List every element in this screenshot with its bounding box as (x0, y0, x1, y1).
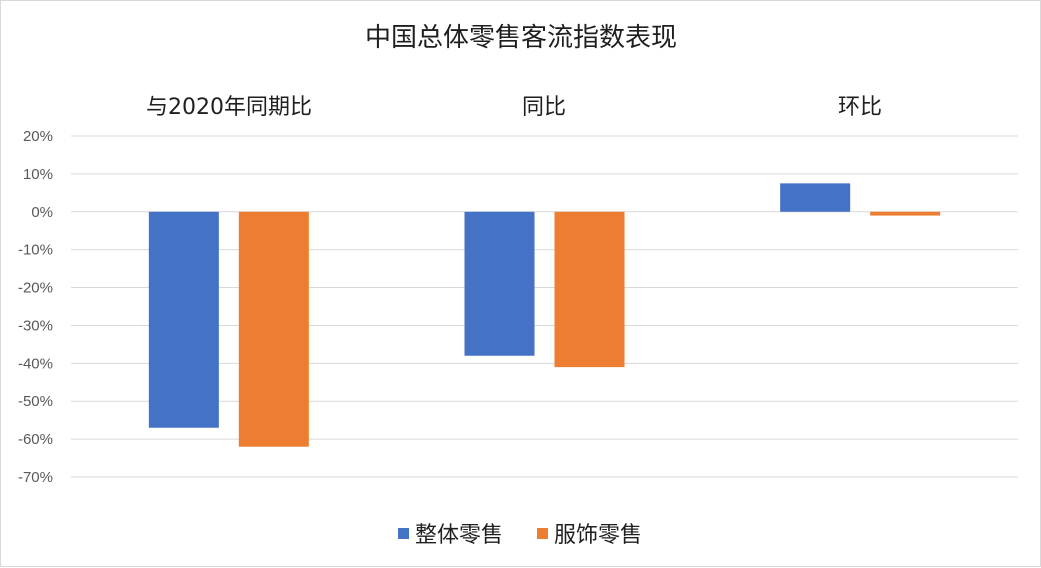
bar-series-1-category-0 (238, 211, 309, 447)
category-label-1: 同比 (522, 95, 566, 120)
y-tick-label: -50% (18, 393, 53, 410)
bar-series-0-category-1 (464, 211, 535, 356)
gridlines (71, 135, 1018, 478)
y-tick-label: -20% (18, 280, 53, 297)
category-label-0: 与2020年同期比 (146, 95, 312, 120)
legend-label-series-0: 整体零售 (415, 523, 503, 548)
legend: 整体零售 服饰零售 (398, 523, 642, 548)
chart-title: 中国总体零售客流指数表现 (365, 23, 677, 53)
y-tick-label: 10% (23, 166, 53, 183)
bar-series-0-category-2 (780, 183, 851, 212)
y-tick-label: -40% (18, 355, 53, 372)
y-tick-label: 20% (23, 128, 53, 145)
legend-swatch-series-1 (537, 528, 548, 539)
y-tick-label: -70% (18, 469, 53, 486)
bar-series-1-category-2 (870, 211, 941, 216)
bar-series-1-category-1 (554, 211, 625, 368)
bars (148, 183, 941, 447)
bar-series-0-category-0 (148, 211, 219, 428)
legend-label-series-1: 服饰零售 (554, 523, 642, 548)
legend-swatch-series-0 (398, 528, 409, 539)
y-tick-label: 0% (31, 204, 53, 221)
y-tick-label: -10% (18, 242, 53, 259)
y-axis-tick-labels: 20% 10% 0% -10% -20% -30% -40% -50% -60% -70% (18, 128, 53, 486)
y-tick-label: -30% (18, 317, 53, 334)
category-label-2: 环比 (838, 95, 882, 120)
y-tick-label: -60% (18, 431, 53, 448)
